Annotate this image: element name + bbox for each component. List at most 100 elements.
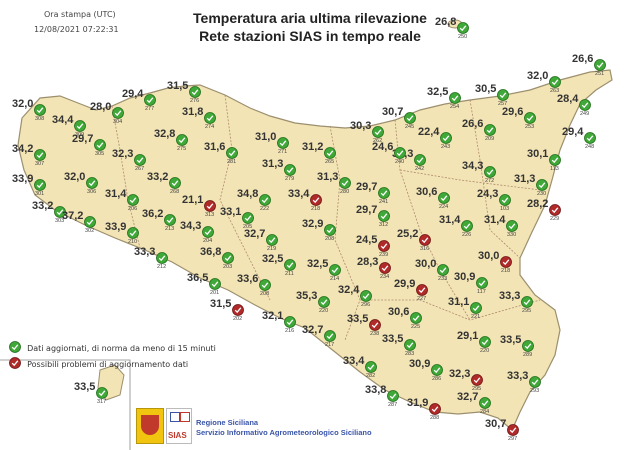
station-temperature: 33,9 bbox=[105, 221, 127, 233]
station-code: 209 bbox=[485, 136, 495, 142]
inset-frame bbox=[0, 359, 131, 450]
station-temperature: 30,7 bbox=[382, 106, 404, 118]
station-warn-icon bbox=[379, 262, 391, 274]
station-temperature: 31,4 bbox=[439, 214, 461, 226]
station-ok-icon bbox=[84, 216, 96, 228]
station-ok-icon bbox=[156, 252, 168, 264]
station-temperature: 31,4 bbox=[484, 214, 506, 226]
station-code: 213 bbox=[165, 226, 175, 232]
legend-warn: Possibili problemi di aggiornamento dati bbox=[8, 352, 188, 371]
station-temperature: 32,5 bbox=[262, 253, 284, 265]
station-code: 275 bbox=[177, 146, 187, 152]
station-temperature: 29,7 bbox=[72, 133, 94, 145]
station-code: 317 bbox=[97, 399, 107, 405]
station-ok-icon bbox=[521, 296, 533, 308]
station-code: 277 bbox=[145, 106, 155, 112]
sias-logo-text: SIAS bbox=[168, 431, 187, 440]
regione-logo bbox=[136, 408, 164, 444]
station-code: 253 bbox=[525, 124, 535, 130]
station-temperature: 34,3 bbox=[180, 220, 202, 232]
station-temperature: 34,3 bbox=[462, 160, 484, 172]
legend-warn-label: Possibili problemi di aggiornamento dati bbox=[27, 360, 189, 369]
station-code: 283 bbox=[405, 351, 415, 357]
station-temperature: 29,1 bbox=[457, 330, 479, 342]
station-temperature: 33,4 bbox=[343, 355, 365, 367]
station-ok-icon bbox=[499, 194, 511, 206]
station-code: 245 bbox=[405, 124, 415, 130]
station-ok-icon bbox=[318, 296, 330, 308]
station-code: 301 bbox=[35, 191, 45, 197]
station-ok-icon bbox=[74, 120, 86, 132]
station-ok-icon bbox=[284, 259, 296, 271]
station-temperature: 33,2 bbox=[147, 171, 169, 183]
station-warn-icon bbox=[416, 284, 428, 296]
station-ok-icon bbox=[242, 212, 254, 224]
station-temperature: 32,8 bbox=[154, 128, 176, 140]
station-code: 243 bbox=[441, 144, 451, 150]
station-ok-icon bbox=[94, 139, 106, 151]
station-code: 312 bbox=[379, 222, 389, 228]
station-ok-icon bbox=[522, 340, 534, 352]
station-code: 233 bbox=[438, 276, 448, 282]
station-warn-icon bbox=[232, 304, 244, 316]
station-ok-icon bbox=[594, 59, 606, 71]
station-code: 295 bbox=[472, 386, 482, 392]
station-ok-icon bbox=[266, 234, 278, 246]
station-code: 113 bbox=[550, 166, 559, 172]
station-temperature: 32,3 bbox=[112, 148, 134, 160]
station-ok-icon bbox=[410, 312, 422, 324]
station-code: 265 bbox=[325, 159, 335, 165]
station-ok-icon bbox=[112, 107, 124, 119]
station-code: 249 bbox=[580, 111, 590, 117]
station-ok-icon bbox=[524, 112, 536, 124]
station-temperature: 26,8 bbox=[435, 16, 457, 28]
station-temperature: 29,4 bbox=[562, 126, 584, 138]
station-temperature: 34,8 bbox=[237, 188, 259, 200]
station-ok-icon bbox=[226, 147, 238, 159]
station-temperature: 34,4 bbox=[52, 114, 74, 126]
station-code: 117 bbox=[477, 289, 486, 295]
station-temperature: 24,5 bbox=[356, 234, 378, 246]
station-code: 229 bbox=[550, 216, 560, 222]
station-temperature: 32,9 bbox=[302, 218, 324, 230]
sias-logo: SIAS bbox=[166, 408, 192, 444]
station-code: 289 bbox=[523, 352, 533, 358]
station-code: 219 bbox=[267, 246, 277, 252]
station-code: 279 bbox=[285, 176, 295, 182]
station-code: 268 bbox=[170, 189, 180, 195]
station-ok-icon bbox=[484, 166, 496, 178]
station-code: 280 bbox=[340, 189, 350, 195]
station-code: 241 bbox=[379, 199, 389, 205]
station-ok-icon bbox=[497, 89, 509, 101]
station-ok-icon bbox=[404, 112, 416, 124]
org-line1: Regione Siciliana bbox=[196, 418, 259, 427]
regione-shield-icon bbox=[141, 415, 159, 435]
station-ok-icon bbox=[202, 226, 214, 238]
station-temperature: 32,0 bbox=[64, 171, 86, 183]
station-code: 296 bbox=[361, 302, 371, 308]
station-code: 257 bbox=[498, 101, 508, 107]
station-temperature: 32,0 bbox=[527, 70, 549, 82]
station-code: 302 bbox=[85, 228, 95, 234]
station-temperature: 25,2 bbox=[397, 228, 419, 240]
station-temperature: 30,7 bbox=[485, 418, 507, 430]
station-temperature: 31,5 bbox=[210, 298, 232, 310]
station-code: 267 bbox=[135, 166, 145, 172]
station-temperature: 33,3 bbox=[507, 370, 529, 382]
station-temperature: 33,5 bbox=[382, 333, 404, 345]
station-temperature: 36,8 bbox=[200, 246, 222, 258]
province-borders bbox=[111, 94, 541, 341]
station-code: 103 bbox=[500, 206, 510, 212]
station-code: 271 bbox=[278, 149, 288, 155]
station-code: 224 bbox=[439, 204, 449, 210]
station-temperature: 31,2 bbox=[302, 141, 324, 153]
station-code: 220 bbox=[319, 308, 329, 314]
station-ok-icon bbox=[431, 364, 443, 376]
station-temperature: 33,5 bbox=[347, 313, 369, 325]
station-temperature: 29,4 bbox=[122, 88, 144, 100]
station-code: 230 bbox=[537, 191, 547, 197]
station-temperature: 24,6 bbox=[372, 141, 394, 153]
station-warn-icon bbox=[204, 200, 216, 212]
station-temperature: 33,2 bbox=[32, 200, 54, 212]
